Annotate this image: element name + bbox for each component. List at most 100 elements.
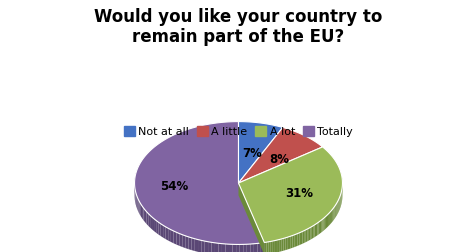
Polygon shape: [257, 243, 260, 252]
Polygon shape: [332, 208, 333, 221]
Polygon shape: [201, 240, 204, 252]
Polygon shape: [336, 202, 337, 215]
Polygon shape: [232, 244, 236, 252]
Polygon shape: [228, 244, 232, 252]
Text: 7%: 7%: [242, 147, 262, 160]
Polygon shape: [283, 238, 285, 251]
Polygon shape: [311, 226, 313, 239]
Polygon shape: [307, 228, 308, 241]
Polygon shape: [138, 198, 139, 212]
Polygon shape: [173, 231, 176, 245]
Polygon shape: [333, 207, 334, 220]
Polygon shape: [299, 232, 300, 245]
Polygon shape: [334, 206, 335, 219]
Polygon shape: [266, 242, 268, 252]
Polygon shape: [330, 210, 331, 223]
Polygon shape: [154, 219, 156, 233]
Polygon shape: [239, 244, 243, 252]
Polygon shape: [176, 232, 179, 246]
Polygon shape: [270, 241, 272, 252]
Polygon shape: [320, 219, 322, 233]
Polygon shape: [316, 223, 317, 236]
Polygon shape: [294, 234, 295, 247]
Polygon shape: [279, 239, 281, 252]
Polygon shape: [295, 234, 297, 246]
Polygon shape: [337, 200, 338, 213]
Polygon shape: [317, 222, 318, 235]
Polygon shape: [185, 236, 188, 249]
Polygon shape: [148, 213, 150, 228]
Polygon shape: [194, 239, 198, 252]
Polygon shape: [165, 227, 168, 241]
Polygon shape: [328, 212, 329, 226]
Polygon shape: [304, 230, 305, 243]
Polygon shape: [300, 231, 302, 244]
Polygon shape: [335, 203, 336, 217]
Polygon shape: [225, 244, 228, 252]
Polygon shape: [182, 235, 185, 248]
Polygon shape: [292, 235, 294, 248]
Polygon shape: [313, 225, 314, 238]
Polygon shape: [287, 237, 288, 249]
Polygon shape: [290, 236, 292, 248]
Polygon shape: [319, 220, 320, 233]
Polygon shape: [305, 229, 307, 242]
Polygon shape: [281, 238, 283, 251]
Polygon shape: [324, 216, 325, 230]
Polygon shape: [135, 173, 136, 187]
Polygon shape: [163, 225, 165, 239]
Legend: Not at all, A little, A lot, Totally: Not at all, A little, A lot, Totally: [119, 121, 357, 141]
Polygon shape: [139, 202, 140, 216]
Polygon shape: [327, 213, 328, 227]
Polygon shape: [134, 121, 264, 244]
Polygon shape: [274, 240, 276, 252]
Polygon shape: [140, 204, 142, 218]
Polygon shape: [253, 243, 257, 252]
Polygon shape: [278, 239, 279, 252]
Polygon shape: [250, 244, 253, 252]
Polygon shape: [188, 237, 191, 250]
Polygon shape: [143, 208, 145, 222]
Text: 31%: 31%: [285, 187, 312, 200]
Polygon shape: [236, 244, 239, 252]
Text: Would you like your country to
remain part of the EU?: Would you like your country to remain pa…: [94, 8, 382, 46]
Polygon shape: [156, 220, 158, 234]
Polygon shape: [238, 128, 322, 183]
Polygon shape: [308, 227, 310, 240]
Polygon shape: [136, 194, 137, 208]
Polygon shape: [246, 244, 250, 252]
Polygon shape: [158, 222, 160, 236]
Polygon shape: [243, 244, 246, 252]
Polygon shape: [204, 241, 208, 252]
Polygon shape: [323, 217, 324, 231]
Polygon shape: [238, 183, 264, 252]
Polygon shape: [322, 218, 323, 232]
Polygon shape: [288, 236, 290, 249]
Polygon shape: [238, 183, 264, 252]
Polygon shape: [318, 221, 319, 234]
Polygon shape: [238, 147, 342, 242]
Polygon shape: [191, 238, 194, 251]
Polygon shape: [285, 237, 287, 250]
Polygon shape: [160, 224, 163, 238]
Polygon shape: [170, 230, 173, 243]
Polygon shape: [272, 241, 274, 252]
Polygon shape: [208, 242, 211, 252]
Text: 8%: 8%: [269, 153, 289, 166]
Polygon shape: [168, 228, 170, 242]
Polygon shape: [211, 242, 215, 252]
Polygon shape: [302, 231, 304, 244]
Polygon shape: [310, 227, 311, 240]
Polygon shape: [325, 215, 327, 229]
Polygon shape: [218, 243, 221, 252]
Polygon shape: [264, 242, 266, 252]
Polygon shape: [221, 244, 225, 252]
Polygon shape: [150, 215, 152, 229]
Polygon shape: [314, 224, 316, 237]
Polygon shape: [276, 240, 278, 252]
Polygon shape: [135, 192, 136, 206]
Polygon shape: [297, 233, 299, 246]
Polygon shape: [152, 217, 154, 231]
Polygon shape: [338, 198, 339, 211]
Polygon shape: [179, 234, 182, 247]
